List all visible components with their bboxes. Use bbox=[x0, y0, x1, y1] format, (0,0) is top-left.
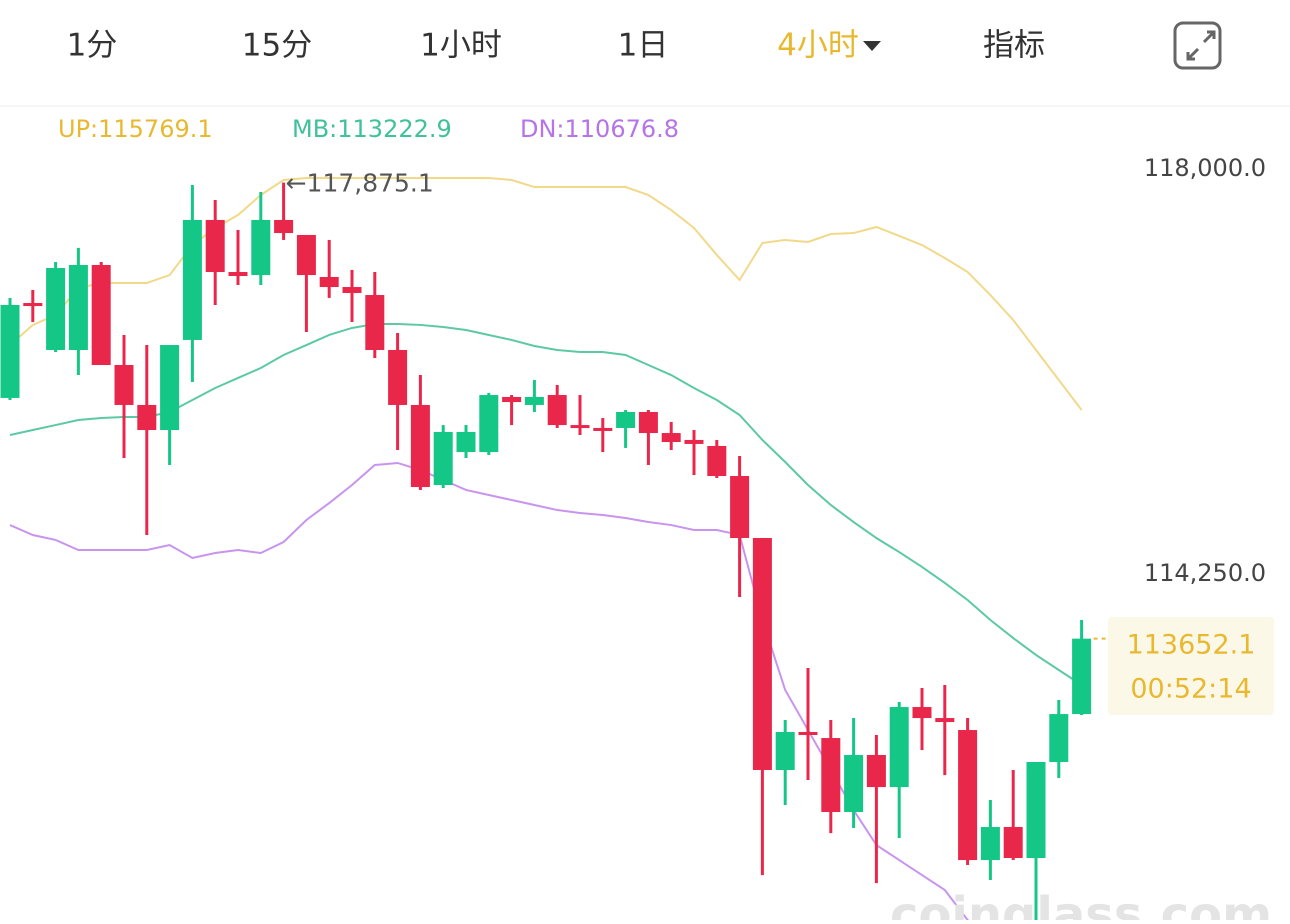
candle-body bbox=[274, 219, 294, 234]
candle-body bbox=[547, 395, 567, 426]
candle-body bbox=[707, 446, 727, 477]
candle-body bbox=[752, 538, 772, 770]
candle-body bbox=[251, 219, 271, 276]
indicator-line bbox=[9, 461, 970, 920]
candle-body bbox=[958, 730, 978, 861]
candle-body bbox=[1072, 638, 1092, 715]
candle-body bbox=[661, 433, 681, 443]
candle-body bbox=[182, 219, 202, 340]
indicator-legend: DN:110676.8 bbox=[520, 115, 679, 143]
price-tag-value: 113652.1 bbox=[1127, 630, 1256, 661]
candle-body bbox=[524, 396, 544, 405]
candle-body bbox=[730, 476, 750, 539]
y-tick-label: 114,250.0 bbox=[1144, 559, 1266, 587]
candle-body bbox=[479, 395, 499, 453]
candle-body bbox=[844, 754, 864, 813]
timeframe-tab[interactable]: 1日 bbox=[618, 28, 669, 64]
candle-body bbox=[570, 425, 590, 429]
countdown: 00:52:14 bbox=[1130, 674, 1251, 705]
candle-body bbox=[388, 349, 408, 405]
candle-body bbox=[160, 345, 180, 431]
high-marker: ←117,875.1 bbox=[286, 169, 434, 198]
candle-body bbox=[433, 431, 453, 485]
candle-body bbox=[319, 276, 339, 288]
candle-body bbox=[980, 827, 1000, 861]
candle-body bbox=[0, 304, 20, 398]
candle-body bbox=[91, 264, 111, 366]
candle-body bbox=[23, 303, 43, 307]
watermark: coinglass.com bbox=[890, 887, 1272, 920]
expand-icon[interactable] bbox=[1173, 21, 1222, 70]
dropdown-arrow[interactable] bbox=[863, 41, 881, 51]
candle-body bbox=[342, 287, 362, 293]
candle-body bbox=[228, 272, 248, 277]
candle-body bbox=[1003, 827, 1023, 859]
candle-body bbox=[889, 707, 909, 788]
candle-body bbox=[205, 219, 225, 273]
timeframe-tab[interactable]: 1小时 bbox=[420, 28, 502, 64]
timeframe-tab[interactable]: 4小时 bbox=[777, 28, 859, 64]
candle-body bbox=[775, 731, 795, 770]
timeframe-tab[interactable]: 15分 bbox=[242, 28, 312, 64]
candle-body bbox=[616, 411, 636, 428]
timeframe-tab[interactable]: 1分 bbox=[67, 28, 118, 64]
candle-body bbox=[68, 264, 88, 350]
candle-body bbox=[410, 404, 430, 488]
timeframe-tab[interactable]: 指标 bbox=[983, 28, 1045, 64]
candle-body bbox=[502, 396, 522, 403]
indicator-legend: UP:115769.1 bbox=[58, 115, 213, 143]
candle-body bbox=[593, 427, 613, 431]
candle-body bbox=[798, 731, 818, 736]
candle-body bbox=[638, 411, 658, 434]
candle-body bbox=[821, 738, 841, 813]
candle-body bbox=[1049, 714, 1069, 763]
candle-body bbox=[137, 404, 157, 431]
candle-body bbox=[296, 234, 316, 276]
candle-body bbox=[684, 439, 704, 444]
y-tick-label: 118,000.0 bbox=[1144, 154, 1266, 182]
candle-body bbox=[114, 365, 134, 405]
indicator-line bbox=[9, 322, 1083, 686]
indicator-legend: MB:113222.9 bbox=[292, 115, 452, 143]
candle-body bbox=[935, 718, 955, 723]
candle-body bbox=[866, 754, 886, 788]
candle-body bbox=[46, 268, 66, 350]
candle-body bbox=[912, 707, 932, 719]
price-tag-box bbox=[1108, 617, 1274, 715]
candle-body bbox=[456, 431, 476, 453]
candle-body bbox=[1026, 762, 1046, 859]
candle-body bbox=[365, 295, 385, 350]
